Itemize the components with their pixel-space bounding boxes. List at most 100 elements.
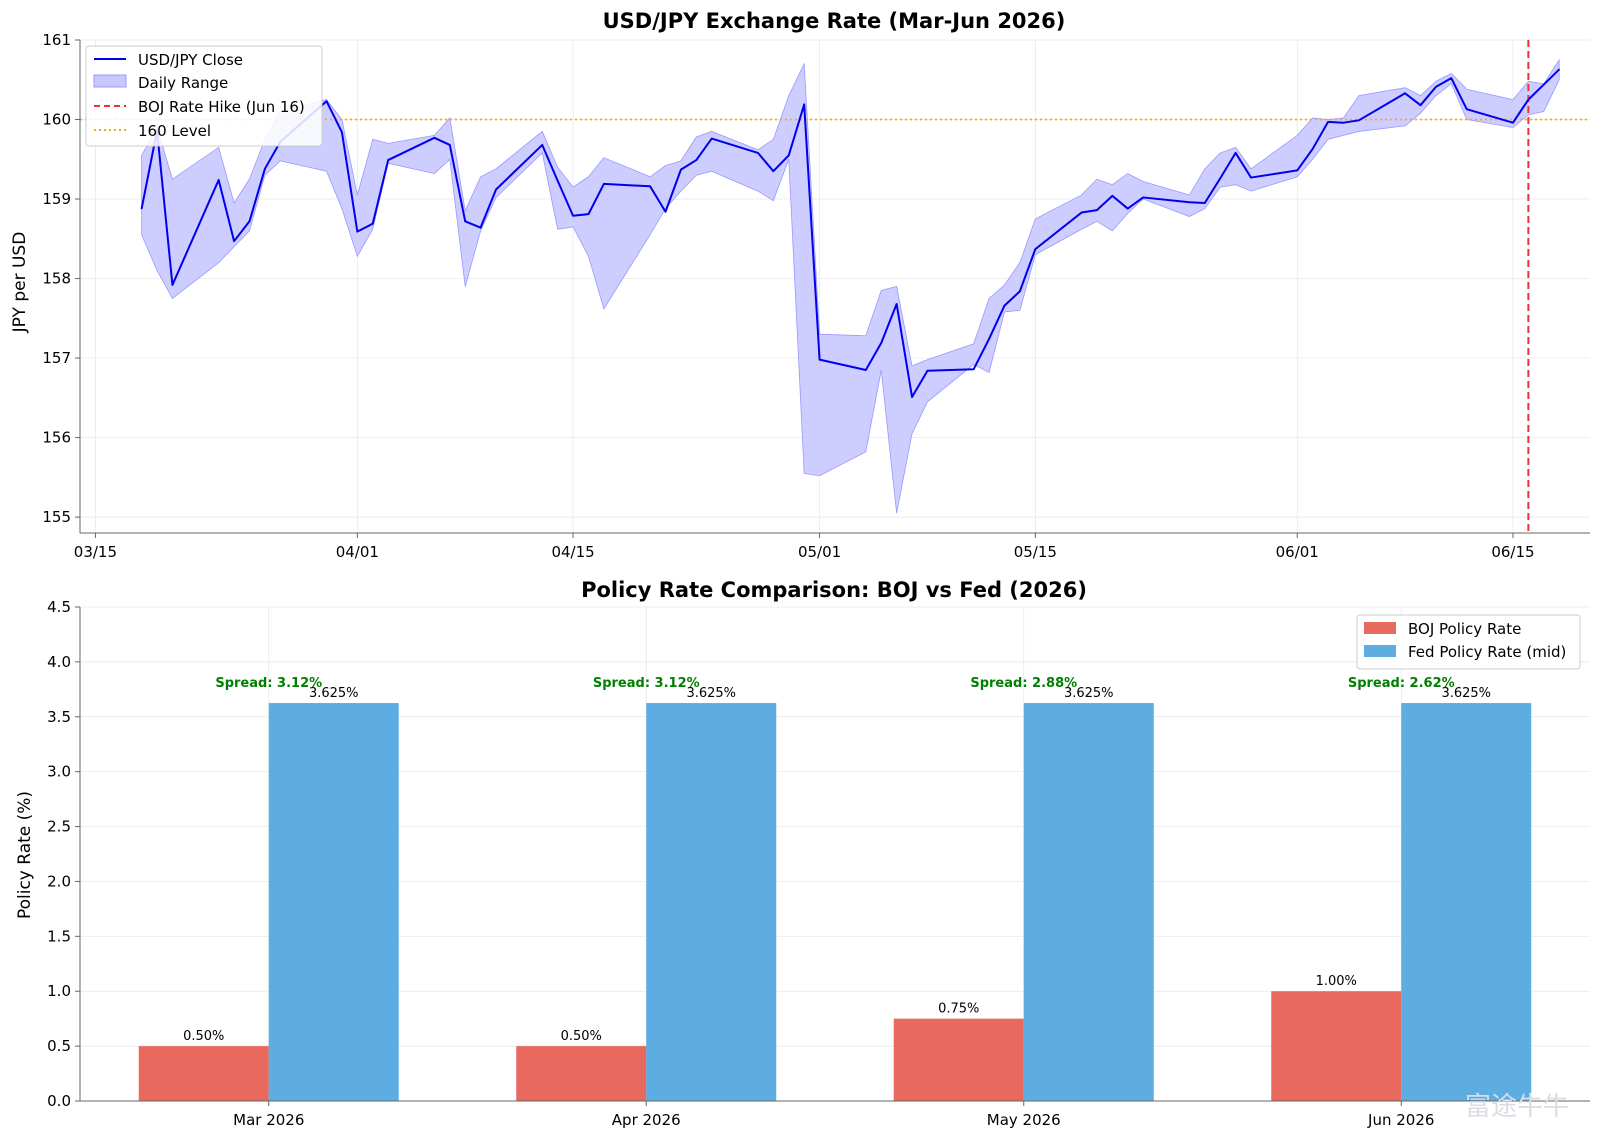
close-point-64 (1527, 98, 1530, 101)
top-y-tick-2: 157 (42, 349, 71, 367)
top-y-tick-0: 155 (42, 508, 71, 526)
close-point-29 (772, 170, 775, 173)
usdjpy-line-chart: USD/JPY Exchange Rate (Mar-Jun 2026) 155… (10, 9, 1590, 561)
close-point-51 (1234, 152, 1237, 154)
spread-label-3: Spread: 2.62% (1348, 676, 1455, 691)
bottom-x-ticks: Mar 2026 Apr 2026 May 2026 Jun 2026 (233, 1101, 1434, 1129)
top-legend-box (85, 45, 323, 147)
fed-bar-0 (268, 703, 399, 1101)
top-x-tick-3: 05/01 (798, 543, 841, 561)
daily-range-area (141, 58, 1560, 514)
fed-bar-label-1: 3.625% (686, 686, 736, 701)
close-point-24 (664, 210, 667, 213)
legend-label-close: USD/JPY Close (138, 51, 243, 69)
close-point-63 (1512, 121, 1514, 124)
bottom-y-tick-3: 1.5 (47, 927, 71, 945)
bottom-x-tick-1: Apr 2026 (612, 1111, 681, 1129)
top-x-tick-5: 06/01 (1276, 543, 1319, 561)
bottom-y-tick-2: 1.0 (47, 982, 71, 1000)
top-x-tick-1: 04/01 (336, 543, 379, 561)
close-point-38 (972, 368, 975, 370)
bottom-y-tick-4: 2.0 (47, 872, 71, 890)
daily-range-band (141, 58, 1560, 514)
close-point-61 (1450, 77, 1453, 79)
bottom-y-tick-0: 0.0 (47, 1092, 71, 1110)
top-y-axis-label: JPY per USD (10, 232, 30, 334)
close-point-44 (1096, 209, 1098, 211)
close-point-35 (895, 303, 898, 305)
close-point-23 (649, 185, 651, 188)
close-point-6 (264, 168, 266, 170)
top-x-tick-4: 05/15 (1014, 543, 1057, 561)
close-point-41 (1019, 290, 1021, 293)
usdjpy-close-line (140, 68, 1560, 399)
close-point-45 (1111, 195, 1114, 197)
close-point-26 (695, 159, 698, 161)
bottom-legend: BOJ Policy Rate Fed Policy Rate (mid) (1356, 614, 1581, 670)
close-point-25 (680, 168, 682, 171)
close-point-4 (233, 240, 235, 242)
close-point-20 (572, 214, 574, 217)
close-point-3 (217, 179, 220, 181)
spread-label-2: Spread: 2.88% (970, 676, 1077, 691)
legend-label-fed-rate: Fed Policy Rate (mid) (1408, 643, 1566, 661)
fed-bar-3 (1401, 703, 1532, 1101)
close-point-56 (1342, 121, 1345, 124)
top-y-tick-1: 156 (42, 429, 71, 447)
close-point-11 (371, 222, 374, 225)
close-point-43 (1080, 211, 1083, 214)
top-y-ticks: 155 156 157 158 159 160 161 (42, 31, 80, 526)
top-x-ticks: 03/15 04/01 04/15 05/01 05/15 06/01 06/15 (74, 533, 1535, 561)
bottom-x-tick-3: Jun 2026 (1367, 1111, 1434, 1129)
top-x-tick-0: 03/15 (74, 543, 117, 561)
top-chart-title: USD/JPY Exchange Rate (Mar-Jun 2026) (603, 9, 1066, 33)
close-point-59 (1419, 104, 1422, 107)
fed-bar-label-3: 3.625% (1441, 686, 1491, 701)
bottom-y-tick-6: 3.0 (47, 763, 71, 781)
close-point-49 (1203, 202, 1206, 204)
top-legend: USD/JPY Close Daily Range BOJ Rate Hike … (85, 45, 323, 147)
boj-bar-0 (138, 1046, 269, 1101)
legend-label-range: Daily Range (138, 74, 228, 92)
top-axes (79, 40, 1590, 534)
boj-bar-label-3: 1.00% (1316, 974, 1357, 989)
legend-label-boj: BOJ Rate Hike (Jun 16) (138, 98, 305, 116)
boj-bar-1 (516, 1046, 647, 1101)
boj-bar-label-2: 0.75% (938, 1002, 979, 1017)
fed-bar-label-0: 3.625% (309, 686, 359, 701)
close-point-32 (818, 358, 821, 361)
close-point-52 (1250, 176, 1252, 179)
close-point-27 (710, 137, 713, 140)
bottom-y-tick-5: 2.5 (47, 818, 71, 836)
boj-bar-2 (893, 1018, 1024, 1101)
close-point-46 (1126, 207, 1129, 210)
bottom-bars (138, 703, 1532, 1101)
bottom-y-axis-label: Policy Rate (%) (15, 791, 35, 919)
fed-bar-label-2: 3.625% (1064, 686, 1114, 701)
close-point-58 (1404, 92, 1406, 95)
close-point-28 (757, 152, 759, 154)
top-x-tick-6: 06/15 (1491, 543, 1534, 561)
spread-label-0: Spread: 3.12% (215, 676, 322, 691)
bottom-x-tick-2: May 2026 (987, 1111, 1061, 1129)
close-point-42 (1034, 248, 1037, 250)
top-y-tick-3: 158 (42, 270, 71, 288)
close-point-36 (911, 396, 913, 398)
bottom-y-ticks: 0.0 0.5 1.0 1.5 2.0 2.5 3.0 3.5 4.0 4.5 (47, 598, 80, 1110)
legend-label-boj-rate: BOJ Policy Rate (1408, 620, 1521, 638)
top-y-tick-5: 160 (42, 111, 71, 129)
close-point-53 (1296, 169, 1299, 172)
close-point-37 (926, 369, 929, 372)
close-point-66 (1558, 68, 1560, 71)
close-point-57 (1358, 119, 1360, 122)
close-point-31 (803, 103, 805, 106)
legend-label-level: 160 Level (138, 122, 211, 140)
bottom-x-tick-0: Mar 2026 (233, 1111, 304, 1129)
close-point-0 (140, 207, 143, 210)
close-point-48 (1188, 201, 1191, 204)
fed-bar-1 (646, 703, 777, 1101)
close-point-60 (1435, 86, 1437, 88)
close-point-15 (464, 220, 467, 223)
bottom-y-tick-7: 3.5 (47, 708, 71, 726)
